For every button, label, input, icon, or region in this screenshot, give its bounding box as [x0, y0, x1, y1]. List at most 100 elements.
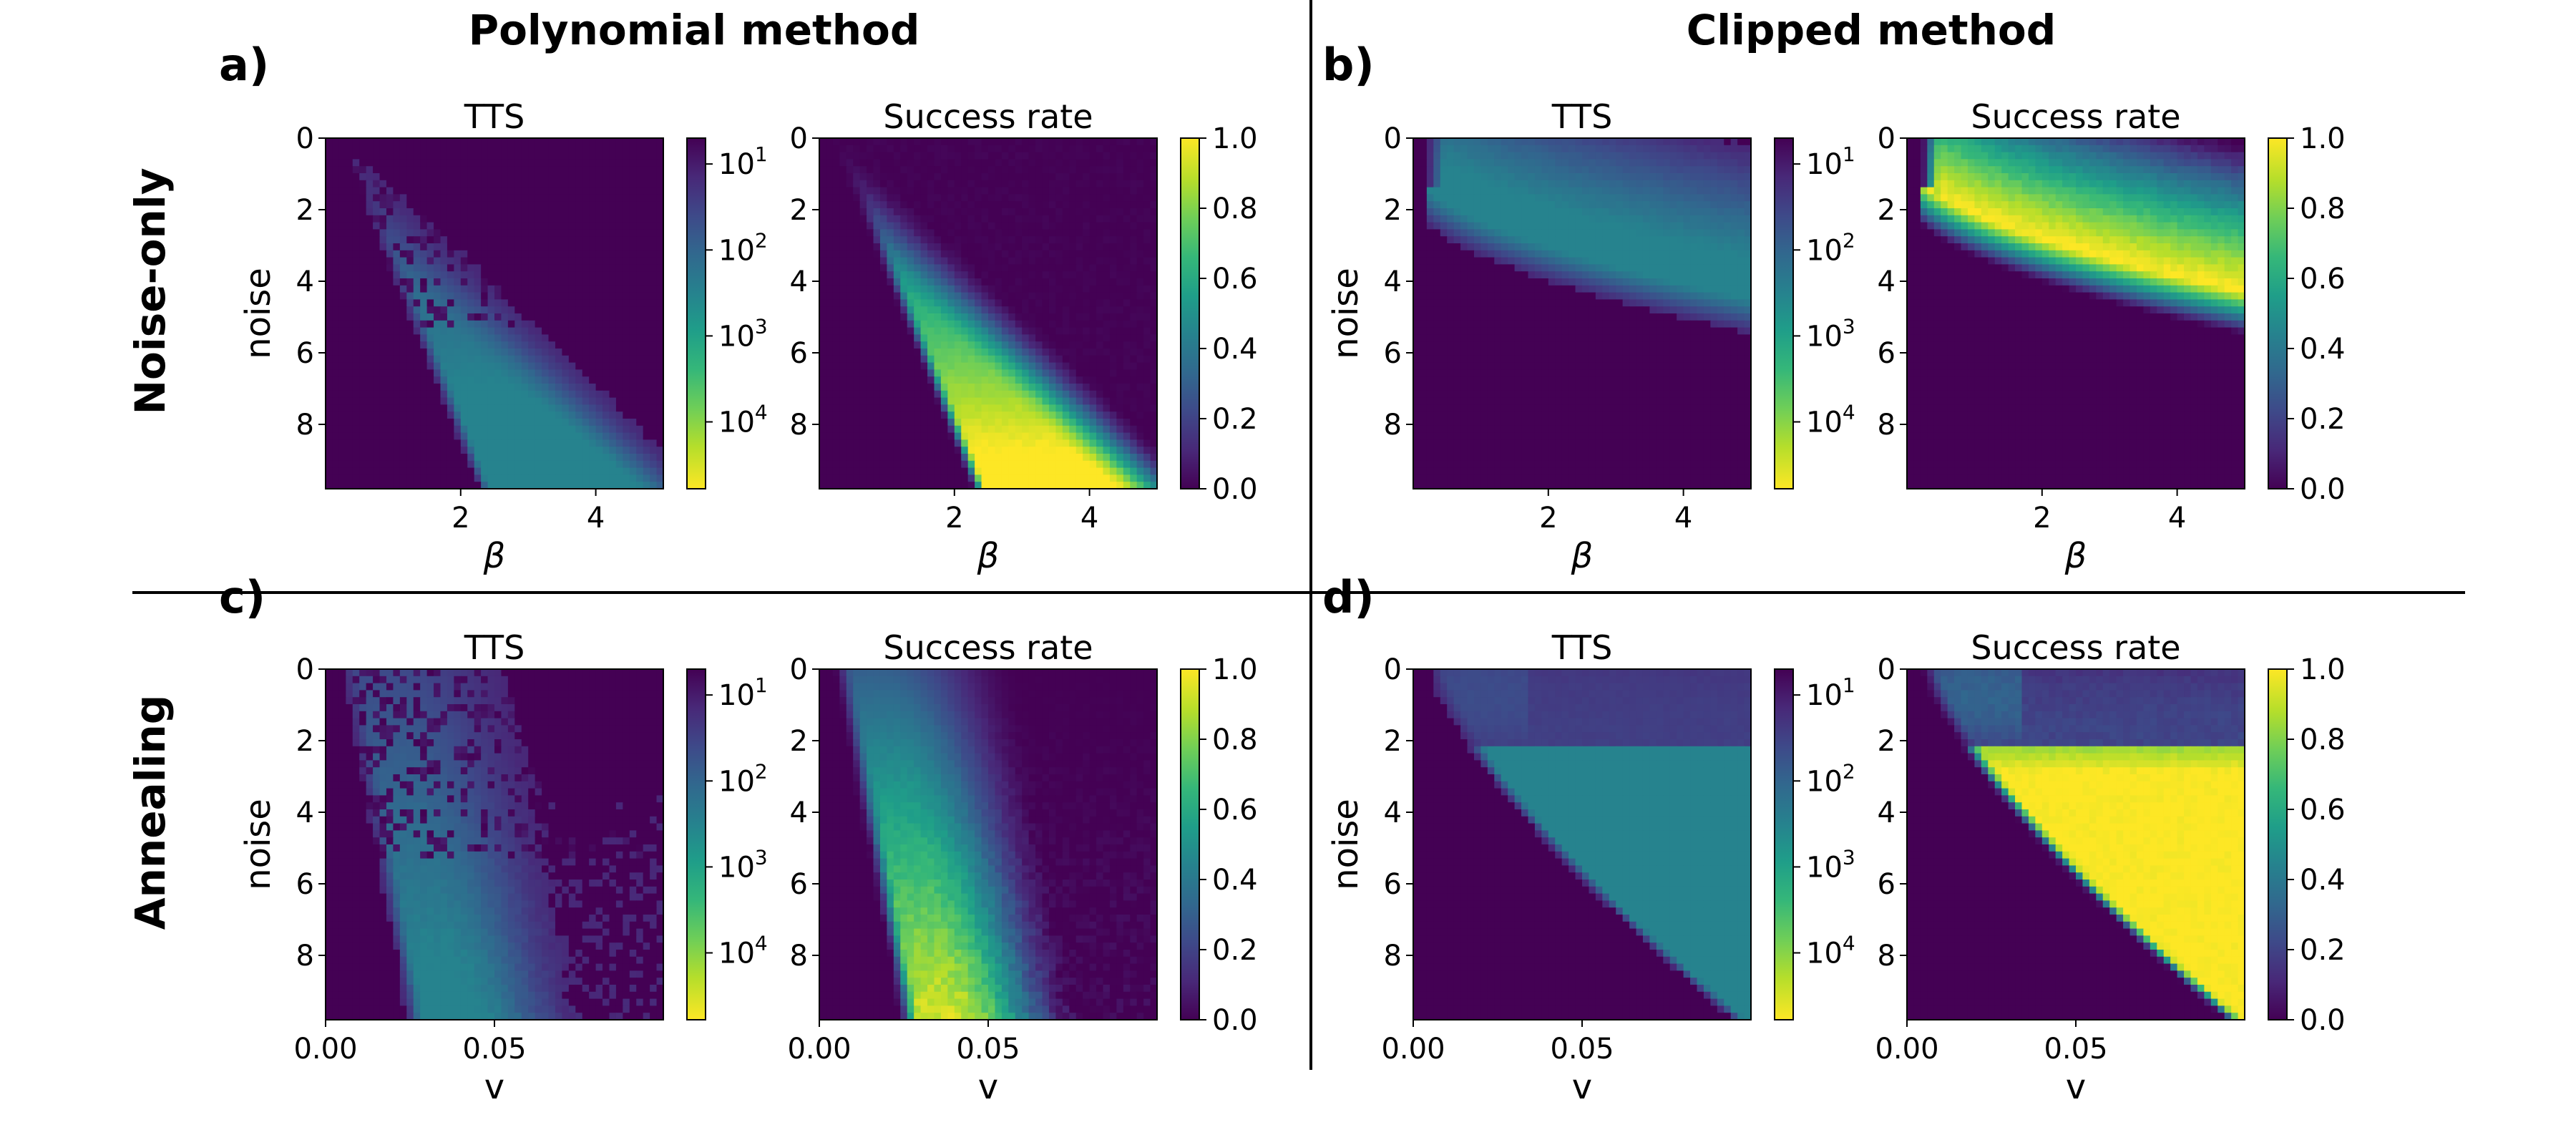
heatmap-cell: [656, 201, 664, 209]
heatmap-cell: [555, 474, 562, 482]
heatmap-cell: [528, 447, 536, 454]
heatmap-cell: [406, 271, 414, 279]
heatmap-cell: [460, 138, 468, 146]
heatmap-cell: [426, 292, 434, 300]
heatmap-cell: [887, 285, 894, 293]
heatmap-cell: [359, 145, 367, 153]
heatmap-cell: [521, 208, 529, 216]
heatmap-cell: [826, 292, 834, 300]
heatmap-cell: [1069, 419, 1077, 427]
heatmap-cell: [656, 447, 664, 454]
heatmap-cell: [975, 376, 982, 384]
heatmap-cell: [589, 299, 597, 307]
heatmap-cell: [914, 341, 922, 349]
heatmap-cell: [393, 362, 401, 370]
heatmap-cell: [535, 313, 542, 321]
heatmap-cell: [867, 467, 874, 475]
heatmap-cell: [1055, 292, 1063, 300]
heatmap-cell: [1062, 285, 1070, 293]
heatmap-cell: [1096, 411, 1104, 419]
heatmap-cell: [832, 384, 840, 391]
heatmap-cell: [947, 439, 955, 447]
heatmap-cell: [1089, 454, 1097, 462]
heatmap-cell: [1048, 159, 1056, 167]
heatmap-cell: [555, 320, 562, 328]
heatmap-cell: [656, 166, 664, 174]
heatmap-cell: [1075, 145, 1083, 153]
heatmap-cell: [867, 432, 874, 440]
heatmap-cell: [832, 285, 840, 293]
heatmap-cell: [535, 292, 542, 300]
heatmap-cell: [562, 482, 570, 489]
heatmap-cell: [393, 320, 401, 328]
heatmap-cell: [900, 194, 908, 202]
heatmap-cell: [1136, 397, 1144, 405]
heatmap-cell: [887, 432, 894, 440]
heatmap-cell: [535, 327, 542, 335]
heatmap-cell: [967, 397, 975, 405]
heatmap-cell: [1083, 292, 1091, 300]
heatmap-cell: [1136, 467, 1144, 475]
heatmap-cell: [1075, 425, 1083, 434]
heatmap-cell: [1150, 285, 1158, 293]
heatmap-cell: [373, 222, 381, 230]
heatmap-cell: [1055, 397, 1063, 405]
heatmap-cell: [366, 208, 374, 216]
heatmap-cell: [920, 404, 928, 412]
heatmap-cell: [879, 187, 887, 195]
heatmap-cell: [947, 454, 955, 462]
heatmap-cell: [420, 208, 428, 216]
heatmap-cell: [1048, 454, 1056, 462]
heatmap-cell: [1089, 439, 1097, 447]
heatmap-cell: [879, 313, 887, 321]
heatmap-cell: [535, 349, 542, 356]
heatmap-cell: [1150, 390, 1158, 399]
heatmap-cell: [914, 467, 922, 475]
heatmap-cell: [434, 278, 441, 286]
heatmap-cell: [575, 384, 583, 391]
heatmap-cell: [501, 166, 509, 174]
heatmap-cell: [920, 376, 928, 384]
heatmap-cell: [1109, 313, 1117, 321]
heatmap-cell: [602, 222, 610, 230]
heatmap-cell: [352, 236, 360, 244]
heatmap-cell: [1042, 187, 1050, 195]
heatmap-cell: [413, 201, 421, 209]
heatmap-cell: [609, 180, 617, 188]
heatmap-cell: [514, 152, 522, 160]
heatmap-cell: [609, 250, 617, 258]
heatmap-cell: [528, 404, 536, 412]
heatmap-cell: [859, 292, 867, 300]
heatmap-cell: [1015, 285, 1023, 293]
heatmap-cell: [879, 138, 887, 146]
heatmap-cell: [589, 341, 597, 349]
heatmap-cell: [907, 320, 914, 328]
heatmap-cell: [981, 285, 989, 293]
heatmap-cell: [440, 236, 448, 244]
heatmap-cell: [589, 419, 597, 427]
axes-frame: [325, 137, 664, 489]
heatmap-cell: [420, 432, 428, 440]
heatmap-cell: [832, 278, 840, 286]
heatmap-cell: [907, 278, 914, 286]
heatmap-cell: [338, 313, 346, 321]
heatmap-cell: [1109, 425, 1117, 434]
heatmap-cell: [907, 313, 914, 321]
heatmap-cell: [562, 194, 570, 202]
heatmap-cell: [467, 432, 475, 440]
heatmap-cell: [954, 187, 962, 195]
heatmap-cell: [629, 376, 637, 384]
heatmap-cell: [487, 341, 495, 349]
heatmap-cell: [555, 404, 562, 412]
heatmap-cell: [379, 369, 387, 377]
heatmap-cell: [975, 187, 982, 195]
heatmap-cell: [501, 327, 509, 335]
heatmap-cell: [981, 404, 989, 412]
heatmap-cell: [474, 482, 482, 489]
heatmap-cell: [562, 334, 570, 342]
heatmap-cell: [1028, 285, 1036, 293]
heatmap-cell: [1075, 460, 1083, 469]
heatmap-cell: [967, 425, 975, 434]
heatmap-cell: [636, 159, 644, 167]
heatmap-cell: [413, 447, 421, 454]
